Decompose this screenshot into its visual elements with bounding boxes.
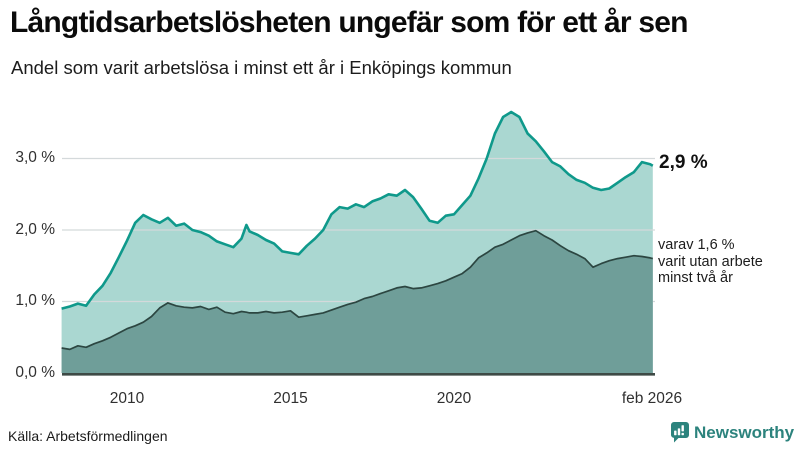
page-title: Långtidsarbetslösheten ungefär som för e… <box>10 6 688 39</box>
x-axis-tick-2015: 2015 <box>273 390 308 407</box>
area-unemployed-two-years <box>61 230 653 373</box>
line-unemployed-two-years <box>61 229 654 351</box>
x-axis-tick-2010: 2010 <box>109 390 145 407</box>
source-caption: Källa: Arbetsförmedlingen <box>8 428 168 444</box>
area-unemployed-one-year <box>61 112 653 373</box>
line-unemployed-one-year <box>61 110 654 310</box>
newsworthy-bubble-chart-icon <box>671 422 689 443</box>
end-value-label-total: 2,9 % <box>659 152 708 173</box>
y-axis-tick-3: 3,0 % <box>15 149 55 166</box>
end-value-label-two-years: varav 1,6 % varit utan arbete minst två … <box>658 237 763 286</box>
y-axis-tick-2: 2,0 % <box>15 220 55 238</box>
chart-subtitle: Andel som varit arbetslösa i minst ett å… <box>11 57 512 78</box>
x-axis-tick-feb2026: feb 2026 <box>621 390 683 407</box>
newsworthy-wordmark: Newsworthy <box>694 422 795 442</box>
y-axis-tick-0: 0,0 % <box>15 363 55 381</box>
newsworthy-logo: Newsworthy <box>670 422 794 443</box>
y-axis-tick-1: 1,0 % <box>15 292 55 309</box>
x-axis-tick-2020: 2020 <box>436 390 472 407</box>
